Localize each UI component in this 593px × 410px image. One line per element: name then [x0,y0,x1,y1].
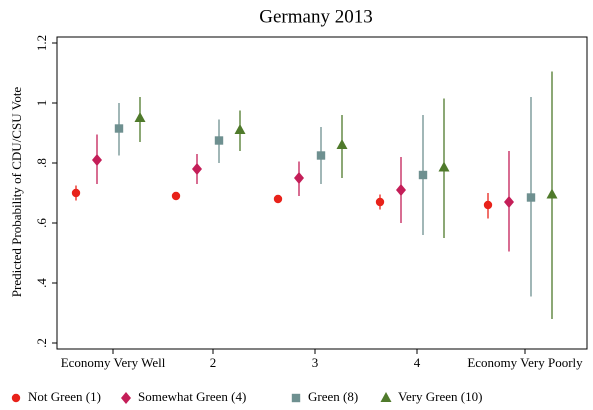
point [438,161,450,172]
point [504,196,514,208]
point [546,188,558,199]
point [134,112,146,122]
legend-label: Green (8) [308,389,358,404]
point [483,200,493,210]
point [316,151,326,160]
x-tick-label: 2 [210,355,217,370]
point [526,193,536,202]
chart-title: Germany 2013 [259,6,372,27]
point [171,191,181,201]
y-tick-label: .8 [34,158,49,168]
y-axis-label: Predicted Probability of CDU/CSU Vote [9,87,24,298]
x-tick-label: Economy Very Poorly [467,355,583,370]
x-tick-label: Economy Very Well [61,355,166,370]
point [71,188,81,198]
y-tick-label: .4 [34,278,49,288]
legend-marker [11,393,21,403]
legend-marker [380,392,392,402]
point [273,194,283,204]
legend-marker [291,393,301,403]
y-tick-label: .6 [34,218,49,228]
x-tick-label: 3 [312,355,319,370]
point [192,163,202,175]
point [375,197,385,207]
point [92,154,102,166]
legend-label: Somewhat Green (4) [138,389,246,404]
legend-label: Not Green (1) [28,389,101,404]
point [418,170,428,180]
y-tick-label: 1.2 [34,35,49,51]
plot-frame [56,36,588,350]
point [234,124,246,134]
point [294,172,304,184]
legend-label: Very Green (10) [398,389,482,404]
point [114,124,124,133]
x-tick-label: 4 [414,355,421,370]
point [396,184,406,196]
y-tick-label: .2 [34,338,49,348]
point [336,139,348,149]
y-tick-label: 1 [34,100,49,107]
legend-marker [121,392,131,404]
point [214,136,224,145]
